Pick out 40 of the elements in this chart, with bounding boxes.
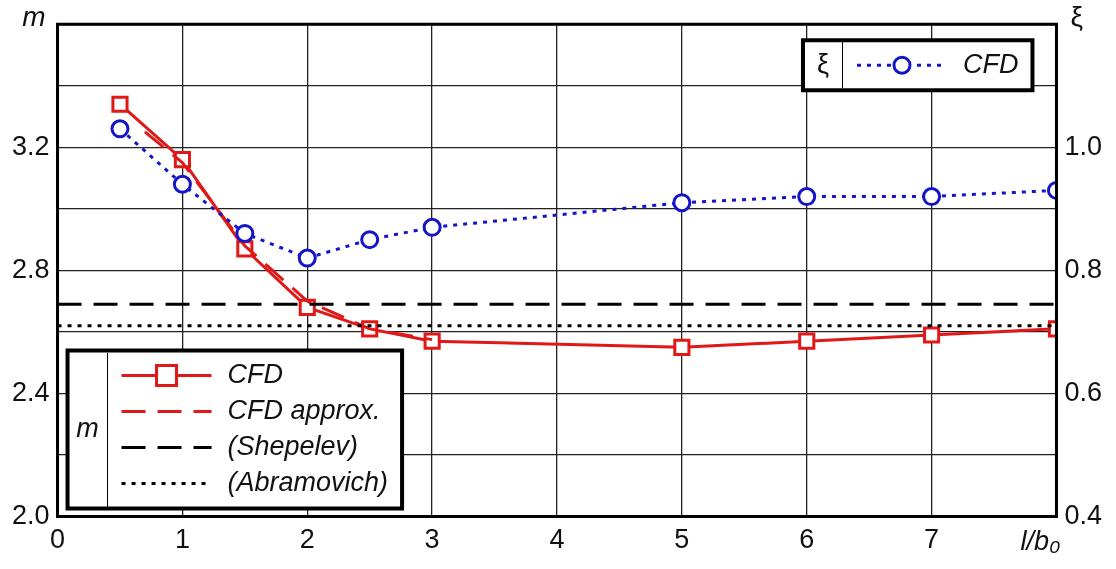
point <box>798 332 816 350</box>
x-tick-label: 5 <box>674 524 690 555</box>
y-axis-title: m <box>76 413 99 444</box>
legend-label: (Abramovich) <box>227 467 389 498</box>
y2-tick-label: 0.6 <box>1064 376 1103 407</box>
point <box>797 187 817 207</box>
x-tick-label: 1 <box>174 524 190 555</box>
text: m <box>22 0 46 32</box>
point <box>922 187 942 207</box>
point <box>422 217 442 237</box>
y-tick-label: 2.0 <box>11 500 50 531</box>
point <box>297 248 317 268</box>
legend-label: CFD approx. <box>227 395 381 426</box>
point <box>111 95 129 113</box>
x-tick-label: 2 <box>299 524 315 555</box>
y2-tick-label: 0.8 <box>1064 253 1103 284</box>
legend-label: (Shepelev) <box>227 431 359 462</box>
point <box>110 119 130 139</box>
y-tick-label: 3.2 <box>11 130 50 161</box>
x-tick-label: 3 <box>424 524 440 555</box>
text: ξ <box>1070 0 1084 32</box>
point <box>172 174 192 194</box>
point <box>235 223 255 243</box>
point <box>923 326 941 344</box>
point <box>423 332 441 350</box>
point <box>672 193 692 213</box>
x-tick-label: 0 <box>50 524 66 555</box>
legend-label: CFD <box>227 359 284 390</box>
y-tick-label: 2.8 <box>11 253 50 284</box>
y2-tick-label: 1.0 <box>1064 130 1103 161</box>
x-tick-label: 4 <box>549 524 565 555</box>
x-axis-title: l/b₀ <box>1020 525 1061 556</box>
y-tick-label: 2.4 <box>11 376 50 407</box>
legend-label: CFD <box>962 48 1019 79</box>
x-tick-label: 6 <box>799 524 815 555</box>
x-tick-label: 7 <box>924 524 940 555</box>
point <box>673 338 691 356</box>
y2-axis-title: ξ <box>816 48 830 79</box>
point <box>360 230 380 250</box>
y2-tick-label: 0.4 <box>1064 500 1103 531</box>
